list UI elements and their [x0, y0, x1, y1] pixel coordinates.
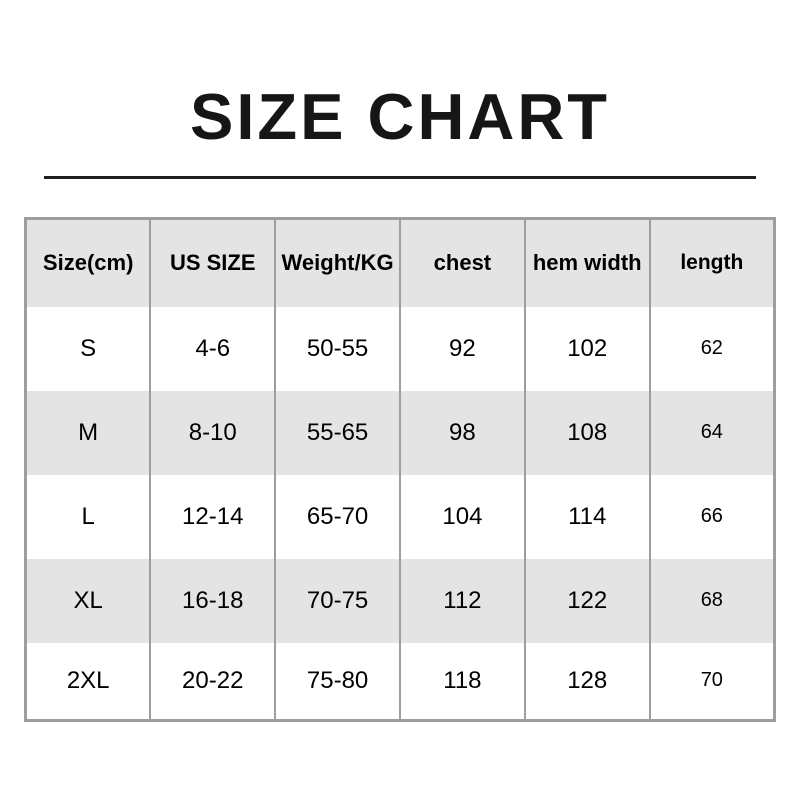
- table-cell: 12-14: [149, 474, 276, 559]
- header-row: Size(cm) US SIZE Weight/KG chest hem wid…: [25, 218, 775, 307]
- table-cell: 70-75: [274, 558, 400, 643]
- table-cell: 8-10: [149, 390, 276, 475]
- table-cell: 2XL: [66, 666, 110, 694]
- table-row-l: L 12-14 65-70 104 114 66: [25, 474, 775, 559]
- table-body: S 4-6 50-55 92 102 62 M 8-10 55-65 98 10…: [25, 306, 775, 721]
- header-cell-size: Size(cm): [42, 250, 134, 276]
- table-cell: L: [81, 502, 95, 530]
- table-row-m: M 8-10 55-65 98 108 64: [25, 390, 775, 475]
- table-cell: 4-6: [149, 306, 276, 391]
- table-cell: 122: [523, 558, 650, 643]
- table-cell: 104: [398, 474, 525, 559]
- header-cell-us-size: US SIZE: [149, 218, 276, 307]
- header-cell-length: length: [648, 218, 775, 307]
- table-cell: XL: [73, 586, 103, 614]
- table-cell: 108: [523, 390, 650, 475]
- header-cell-weight: Weight/KG: [274, 218, 400, 307]
- table-cell: 66: [648, 474, 775, 559]
- table-row-2xl: 2XL 20-22 75-80 118 128 70: [25, 642, 775, 721]
- table-cell: 75-80: [274, 642, 400, 721]
- table-cell: 118: [398, 642, 525, 721]
- table-cell: 16-18: [149, 558, 276, 643]
- header-cell-chest: chest: [398, 218, 525, 307]
- size-chart-table: Size(cm) US SIZE Weight/KG chest hem wid…: [24, 217, 776, 723]
- table-cell: 64: [648, 390, 775, 475]
- table-cell: 65-70: [274, 474, 400, 559]
- table-row-s: S 4-6 50-55 92 102 62: [25, 306, 775, 391]
- table-cell: 114: [523, 474, 650, 559]
- table-cell: 112: [398, 558, 525, 643]
- table-cell: 20-22: [149, 642, 276, 721]
- page-title: SIZE CHART: [190, 80, 610, 153]
- table-cell: 70: [648, 642, 775, 721]
- table-cell: 102: [523, 306, 650, 391]
- table-cell: 62: [648, 306, 775, 391]
- table-header: Size(cm) US SIZE Weight/KG chest hem wid…: [25, 218, 775, 307]
- table-cell: 128: [523, 642, 650, 721]
- table-cell: 55-65: [274, 390, 400, 475]
- table-cell: 68: [648, 558, 775, 643]
- table-cell: M: [78, 418, 99, 446]
- header-cell-hem-width: hem width: [523, 218, 650, 307]
- table-cell: 92: [398, 306, 525, 391]
- table-row-xl: XL 16-18 70-75 112 122 68: [25, 558, 775, 643]
- table-cell: 98: [398, 390, 525, 475]
- title-divider: [44, 176, 756, 180]
- table-cell: 50-55: [274, 306, 400, 391]
- table-cell: S: [80, 334, 97, 362]
